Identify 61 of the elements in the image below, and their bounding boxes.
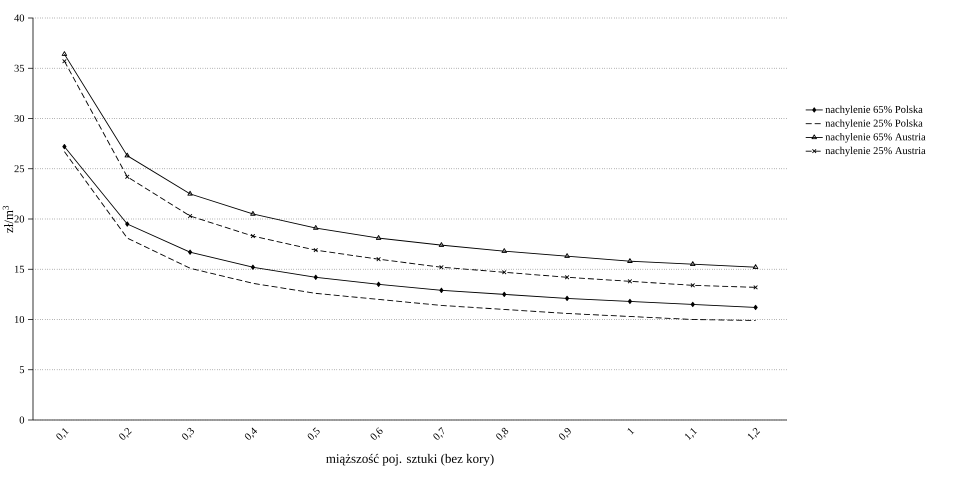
point xyxy=(627,258,633,263)
point xyxy=(250,264,256,270)
point xyxy=(502,292,506,298)
y-tick-label: 25 xyxy=(14,165,24,172)
point xyxy=(313,248,318,252)
point xyxy=(564,296,570,302)
point xyxy=(439,288,444,293)
y-tick-label: 30 xyxy=(14,114,24,122)
x-tick-label: 0,2 xyxy=(119,428,132,440)
x-tick-label: 0,9 xyxy=(559,428,571,440)
y-tick-label: 35 xyxy=(14,64,24,72)
point xyxy=(62,58,67,64)
point xyxy=(124,174,130,180)
y-axis-title: zł/m$^{3}$ xyxy=(2,206,14,233)
point xyxy=(628,298,632,304)
point xyxy=(376,256,381,262)
y-tick-label: 5 xyxy=(20,366,24,374)
y-tick-label: 40 xyxy=(14,14,24,22)
legend-label: nachylenie 65% Polska xyxy=(825,106,923,116)
x-tick-label: 0,6 xyxy=(370,427,383,440)
point xyxy=(564,275,570,280)
point xyxy=(314,274,318,280)
x-tick-label: 0,7 xyxy=(433,426,444,440)
point xyxy=(754,304,758,310)
y-tick-label: 15 xyxy=(14,266,24,273)
point xyxy=(376,235,382,240)
legend-label: nachylenie 65% Austria xyxy=(825,133,926,143)
legend-label: nachylenie 25% Austria xyxy=(825,146,926,156)
x-tick-label: 1,2 xyxy=(748,428,760,440)
y-tick-label: 10 xyxy=(14,316,24,324)
point xyxy=(125,221,130,227)
point xyxy=(690,261,696,266)
point xyxy=(753,285,758,290)
x-tick-label: 1,1 xyxy=(684,428,698,440)
x-tick-label: 0,8 xyxy=(496,428,508,440)
point xyxy=(502,248,507,253)
point xyxy=(250,210,256,216)
y-tick-label: 0 xyxy=(20,416,24,424)
point xyxy=(62,144,67,150)
point xyxy=(439,264,444,270)
point xyxy=(124,152,130,158)
point xyxy=(188,214,192,218)
point xyxy=(313,225,318,230)
y-tick-label: 20 xyxy=(14,215,24,223)
point xyxy=(628,279,632,284)
x-tick-label: 1 xyxy=(628,428,634,435)
point xyxy=(502,270,507,275)
x-tick-label: 0,1 xyxy=(56,428,69,440)
point xyxy=(250,234,256,238)
point xyxy=(690,283,696,288)
x-tick-label: 0,3 xyxy=(182,428,194,440)
point xyxy=(438,242,444,247)
x-axis-title: miąższość poj. sztuki (bez kory) xyxy=(326,454,494,466)
point xyxy=(188,250,192,255)
legend-label: nachylenie 25% Polska xyxy=(825,119,923,129)
point xyxy=(376,282,381,287)
x-tick-label: 0,4 xyxy=(244,428,258,440)
point xyxy=(564,253,570,258)
point xyxy=(187,190,193,196)
x-tick-label: 0,5 xyxy=(308,427,320,440)
point xyxy=(690,302,695,308)
